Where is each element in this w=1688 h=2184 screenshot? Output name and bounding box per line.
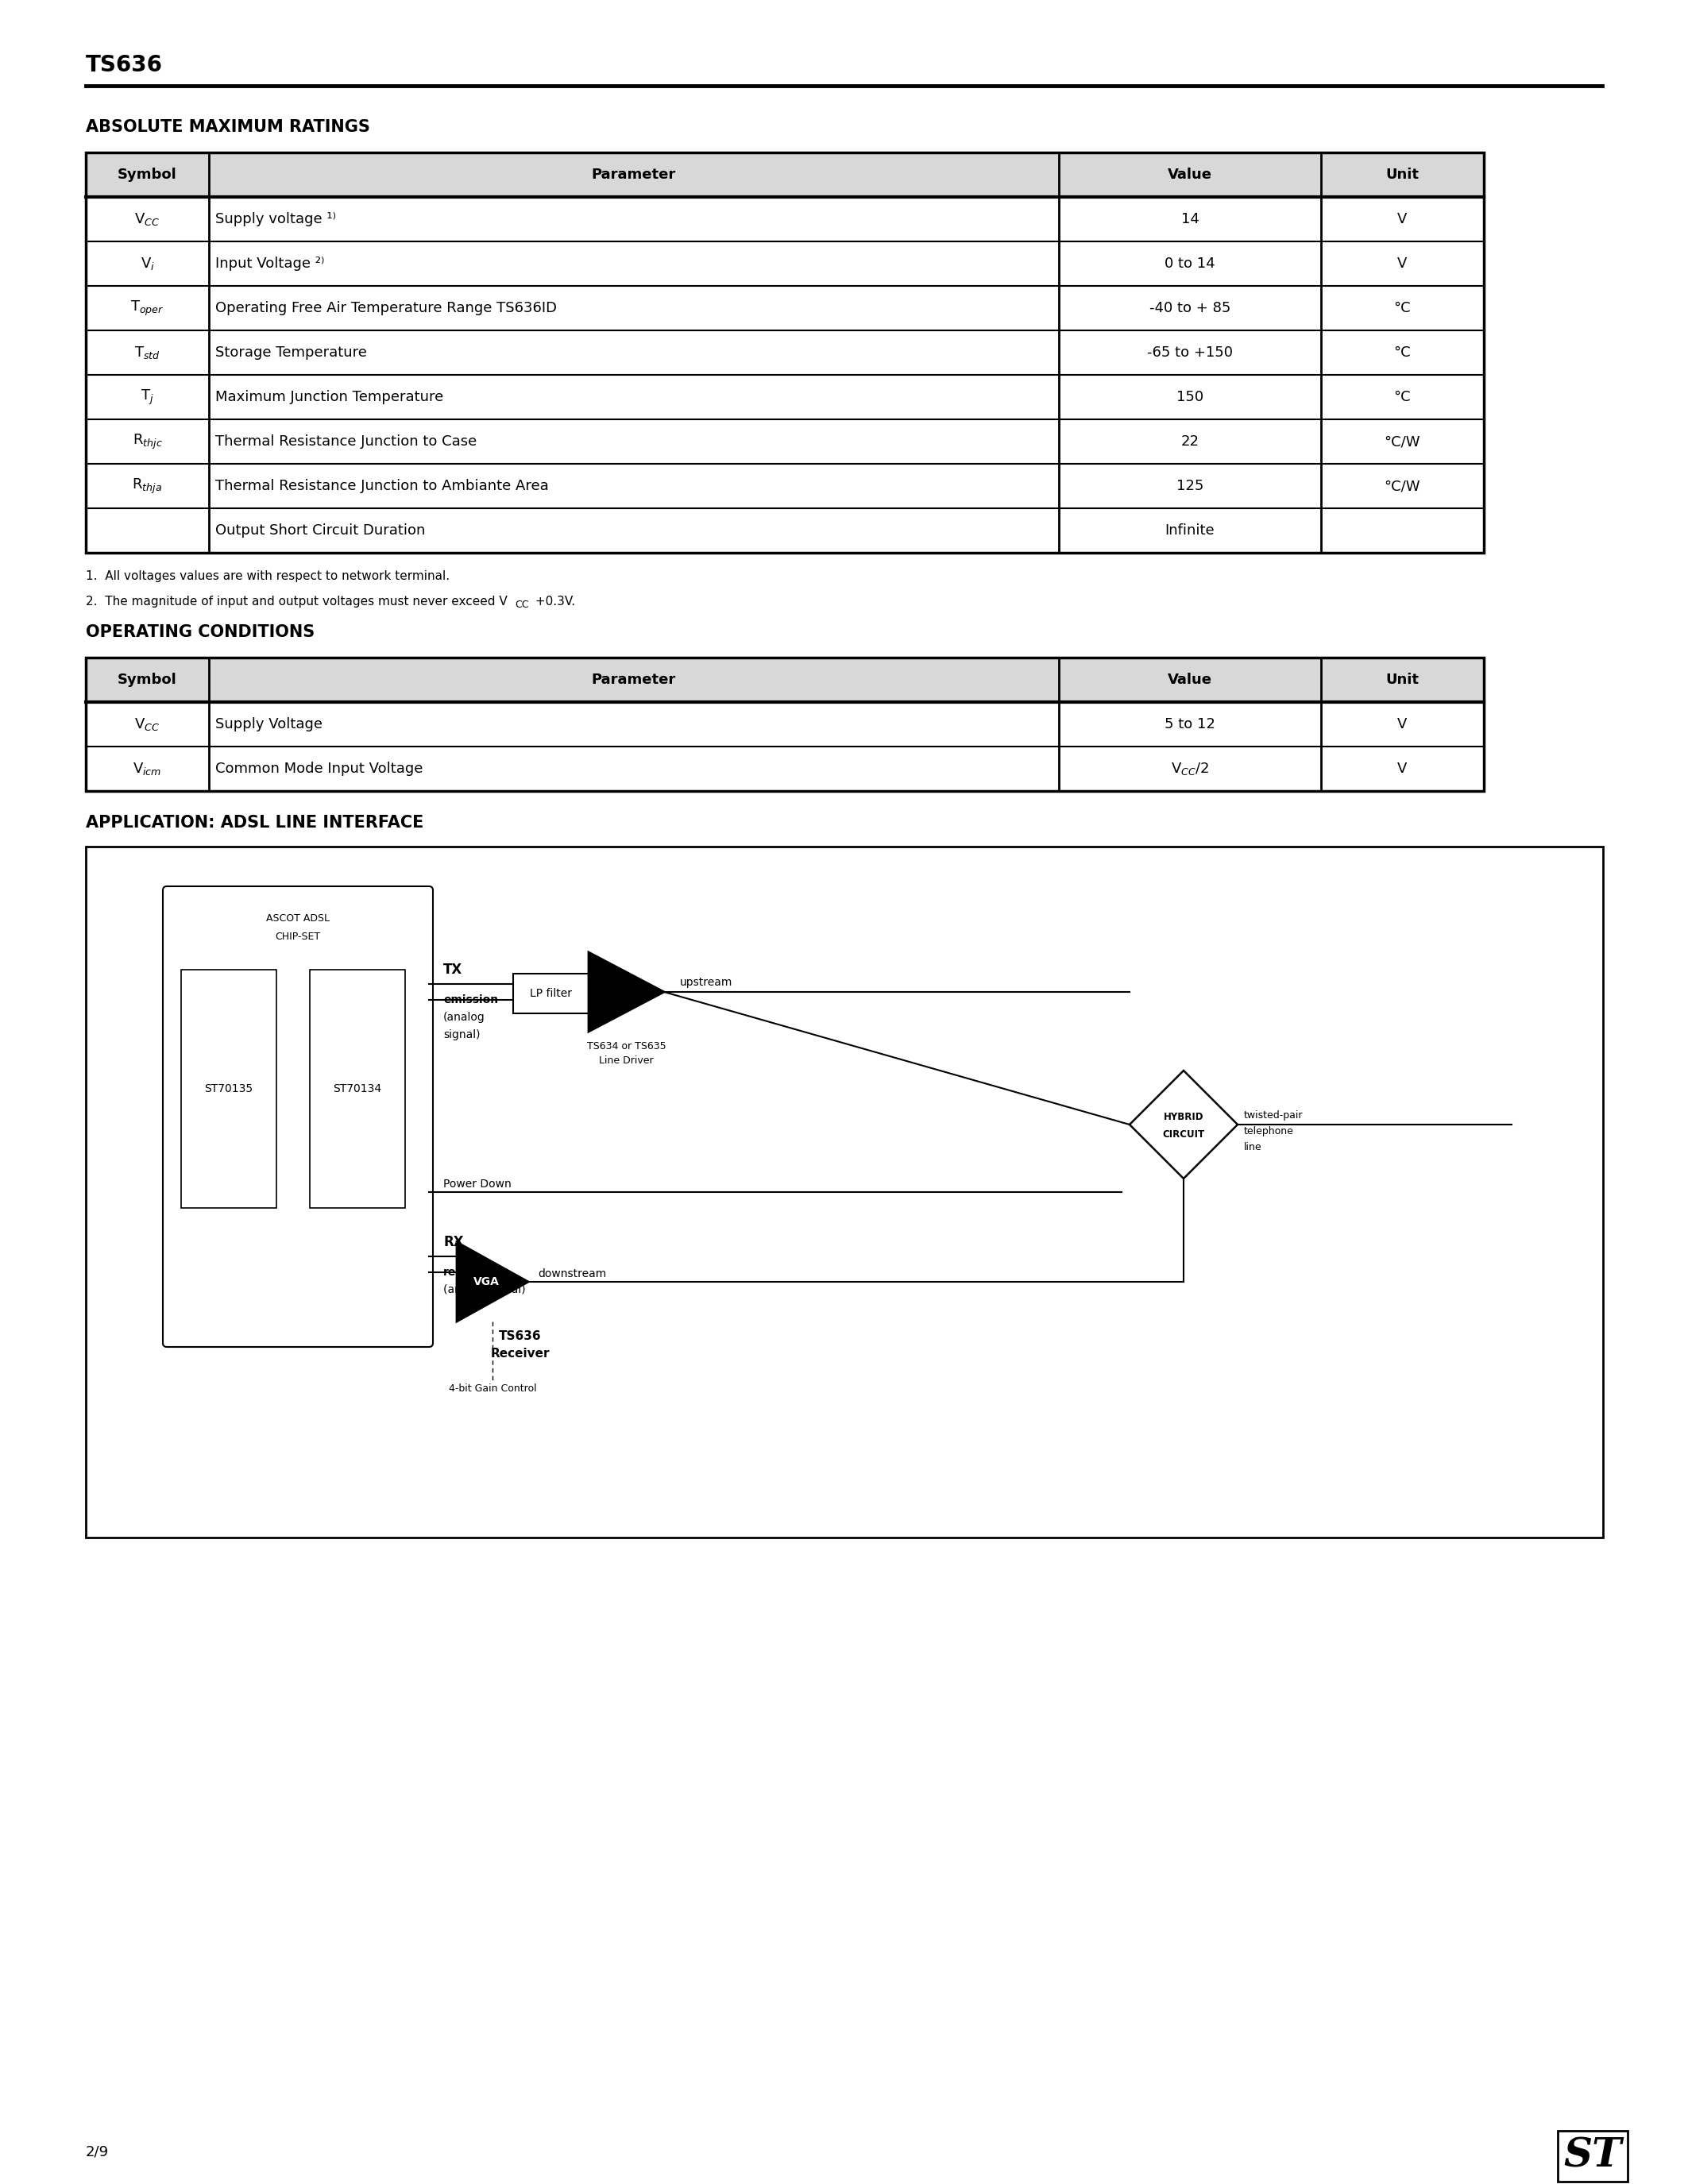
Text: RX: RX <box>444 1234 464 1249</box>
Text: HYBRID: HYBRID <box>1163 1112 1204 1123</box>
Bar <box>513 974 589 1013</box>
Text: twisted-pair: twisted-pair <box>1244 1109 1303 1120</box>
Text: (analog: (analog <box>444 1011 484 1022</box>
Bar <box>181 970 277 1208</box>
Text: Input Voltage ²⁾: Input Voltage ²⁾ <box>216 256 324 271</box>
Text: APPLICATION: ADSL LINE INTERFACE: APPLICATION: ADSL LINE INTERFACE <box>86 815 424 830</box>
Text: Thermal Resistance Junction to Ambiante Area: Thermal Resistance Junction to Ambiante … <box>216 478 549 494</box>
Bar <box>86 153 1484 197</box>
Text: upstream: upstream <box>680 976 733 987</box>
Text: (analog signal): (analog signal) <box>444 1284 525 1295</box>
Text: CC: CC <box>515 601 528 609</box>
Text: signal): signal) <box>444 1029 479 1040</box>
Text: LP filter: LP filter <box>530 987 572 998</box>
Text: ST: ST <box>1563 2136 1622 2175</box>
Text: Supply voltage ¹⁾: Supply voltage ¹⁾ <box>216 212 336 227</box>
Text: CIRCUIT: CIRCUIT <box>1163 1129 1205 1140</box>
Polygon shape <box>589 952 663 1031</box>
Bar <box>86 153 1484 553</box>
Bar <box>86 657 1484 701</box>
Text: 22: 22 <box>1182 435 1198 448</box>
Text: 150: 150 <box>1177 391 1204 404</box>
Text: V: V <box>1398 716 1408 732</box>
Text: T$_{std}$: T$_{std}$ <box>135 345 160 360</box>
Text: downstream: downstream <box>538 1269 606 1280</box>
Text: °C/W: °C/W <box>1384 478 1421 494</box>
Text: T$_j$: T$_j$ <box>140 389 154 406</box>
Text: 0 to 14: 0 to 14 <box>1165 256 1215 271</box>
Text: V$_{CC}$: V$_{CC}$ <box>135 212 160 227</box>
Text: TX: TX <box>444 963 463 976</box>
Bar <box>311 970 405 1208</box>
Text: 14: 14 <box>1182 212 1198 227</box>
Text: Maximum Junction Temperature: Maximum Junction Temperature <box>216 391 444 404</box>
Text: reception: reception <box>444 1267 503 1278</box>
Text: Value: Value <box>1168 673 1212 688</box>
Bar <box>86 847 1604 1538</box>
Bar <box>86 657 1484 791</box>
Text: 1.  All voltages values are with respect to network terminal.: 1. All voltages values are with respect … <box>86 570 449 583</box>
Text: °C: °C <box>1394 391 1411 404</box>
Text: VGA: VGA <box>473 1275 500 1286</box>
Text: ASCOT ADSL: ASCOT ADSL <box>267 913 329 924</box>
Text: line: line <box>1244 1142 1263 1151</box>
Text: ABSOLUTE MAXIMUM RATINGS: ABSOLUTE MAXIMUM RATINGS <box>86 120 370 135</box>
Text: 4-bit Gain Control: 4-bit Gain Control <box>449 1385 537 1393</box>
Text: Value: Value <box>1168 168 1212 181</box>
FancyBboxPatch shape <box>162 887 432 1348</box>
Text: °C: °C <box>1394 301 1411 314</box>
Text: R$_{thjc}$: R$_{thjc}$ <box>132 432 162 450</box>
Text: Parameter: Parameter <box>592 168 677 181</box>
Text: Infinite: Infinite <box>1165 524 1215 537</box>
Text: Thermal Resistance Junction to Case: Thermal Resistance Junction to Case <box>216 435 476 448</box>
Text: Receiver: Receiver <box>491 1348 550 1358</box>
Text: V$_{CC}$: V$_{CC}$ <box>135 716 160 732</box>
Text: ST70135: ST70135 <box>204 1083 253 1094</box>
Text: telephone: telephone <box>1244 1125 1295 1136</box>
Text: V$_i$: V$_i$ <box>140 256 155 271</box>
Text: Unit: Unit <box>1386 168 1420 181</box>
Text: 2/9: 2/9 <box>86 2145 110 2160</box>
Polygon shape <box>1129 1070 1237 1179</box>
Text: Output Short Circuit Duration: Output Short Circuit Duration <box>216 524 425 537</box>
Text: Symbol: Symbol <box>118 168 177 181</box>
Text: Common Mode Input Voltage: Common Mode Input Voltage <box>216 762 424 775</box>
Text: TS636: TS636 <box>500 1330 542 1341</box>
Text: Storage Temperature: Storage Temperature <box>216 345 366 360</box>
Text: R$_{thja}$: R$_{thja}$ <box>132 476 162 496</box>
Text: 5 to 12: 5 to 12 <box>1165 716 1215 732</box>
Text: -65 to +150: -65 to +150 <box>1148 345 1232 360</box>
Text: emission: emission <box>444 994 498 1005</box>
Text: Parameter: Parameter <box>592 673 677 688</box>
Text: TS634 or TS635: TS634 or TS635 <box>587 1042 665 1051</box>
Text: V: V <box>1398 212 1408 227</box>
Text: OPERATING CONDITIONS: OPERATING CONDITIONS <box>86 625 314 640</box>
Text: TS636: TS636 <box>86 55 162 76</box>
Text: °C: °C <box>1394 345 1411 360</box>
Text: Line Driver: Line Driver <box>599 1055 653 1066</box>
Text: +0.3V.: +0.3V. <box>532 596 576 607</box>
Text: 125: 125 <box>1177 478 1204 494</box>
Text: ST70134: ST70134 <box>333 1083 381 1094</box>
Text: Supply Voltage: Supply Voltage <box>216 716 322 732</box>
Text: Symbol: Symbol <box>118 673 177 688</box>
Text: V: V <box>1398 762 1408 775</box>
Text: Unit: Unit <box>1386 673 1420 688</box>
Text: Power Down: Power Down <box>444 1179 511 1190</box>
Polygon shape <box>457 1243 528 1321</box>
Text: °C/W: °C/W <box>1384 435 1421 448</box>
Text: -40 to + 85: -40 to + 85 <box>1150 301 1231 314</box>
Text: V: V <box>1398 256 1408 271</box>
Text: Operating Free Air Temperature Range TS636ID: Operating Free Air Temperature Range TS6… <box>216 301 557 314</box>
Text: 2.  The magnitude of input and output voltages must never exceed V: 2. The magnitude of input and output vol… <box>86 596 508 607</box>
Text: T$_{oper}$: T$_{oper}$ <box>130 299 164 317</box>
Text: CHIP-SET: CHIP-SET <box>275 930 321 941</box>
Text: V$_{icm}$: V$_{icm}$ <box>133 760 162 778</box>
Text: V$_{CC}$/2: V$_{CC}$/2 <box>1171 760 1209 778</box>
